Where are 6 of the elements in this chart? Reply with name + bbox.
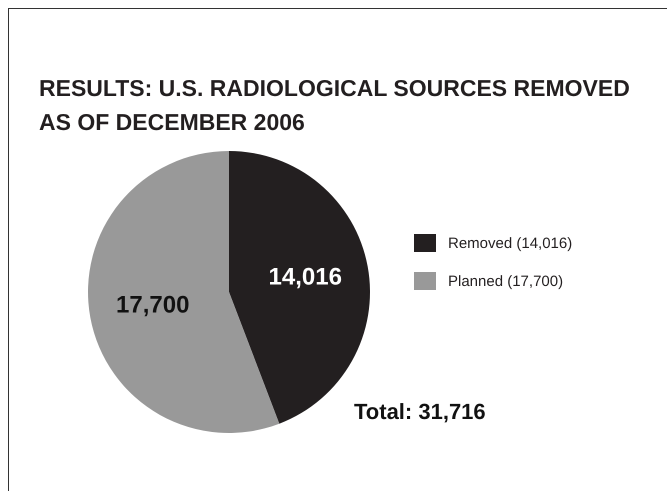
legend-label: Planned (17,700) <box>448 272 564 290</box>
legend-label: Removed (14,016) <box>448 234 572 252</box>
data-label: 14,016 <box>268 264 342 291</box>
text: Total: 31,716 <box>354 399 486 425</box>
data-label: 17,700 <box>116 292 190 319</box>
chart-title: RESULTS: U.S. RADIOLOGICAL SOURCES REMOVED AS OF DECEMBER 2006 <box>39 74 631 137</box>
